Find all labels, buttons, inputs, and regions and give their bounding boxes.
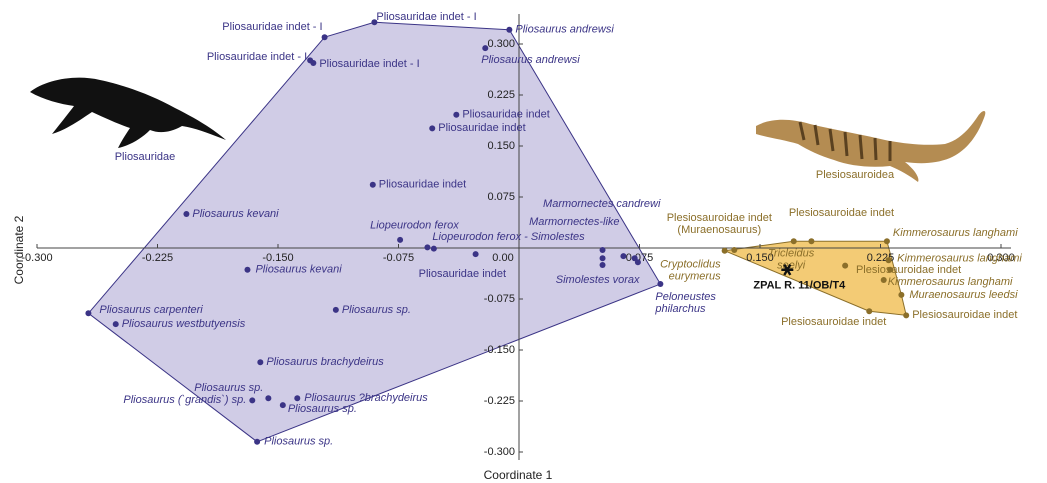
point-label: Plesiosauroidae indet [856, 264, 961, 276]
point-label: Pliosaurus andrewsi [481, 54, 580, 66]
point-label: Kimmerosaurus langhami [897, 253, 1022, 265]
point-label: Pliosaurus andrewsi [515, 24, 614, 36]
point [808, 238, 814, 244]
point-label: Liopeurodon ferox [370, 220, 459, 232]
point [424, 244, 430, 250]
point [903, 312, 909, 318]
point-label: Pliosauridae indet [438, 122, 525, 134]
point [731, 247, 737, 253]
point-label: Pliosauridae indet [462, 109, 549, 121]
y-tick-label: -0.225 [484, 395, 515, 407]
point [429, 125, 435, 131]
y-tick-label: 0.075 [487, 191, 515, 203]
point-label: Pliosaurus ?brachydeirus [304, 392, 428, 404]
point [473, 251, 479, 257]
point-label: Pliosaurus sp. [342, 304, 411, 316]
point [265, 395, 271, 401]
point-label: Kimmerosaurus langhami [888, 276, 1013, 288]
point-label: Pliosauridae indet [379, 179, 466, 191]
point [600, 255, 606, 261]
point [254, 439, 260, 445]
point-label: Pliosaurus (`grandis`) sp. [123, 394, 246, 406]
point-label: Plesiosauroidae indet [789, 207, 894, 219]
point-label: Plesiosauroidae indet [912, 309, 1017, 321]
pliosaur-silhouette [30, 78, 226, 148]
point-label: Simolestes vorax [556, 274, 640, 286]
point [887, 267, 893, 273]
point [657, 281, 663, 287]
x-tick-label: 0.00 [492, 252, 513, 264]
y-tick-label: 0.150 [487, 140, 515, 152]
point [881, 277, 887, 283]
point [294, 395, 300, 401]
group-label: Plesiosauroidea [816, 169, 895, 181]
point-label: Pliosaurus westbutyensis [122, 318, 246, 330]
point-label: Muraenosaurus leedsi [909, 289, 1018, 301]
point [113, 321, 119, 327]
point [310, 60, 316, 66]
point-label: Pliosaurus sp. [288, 403, 357, 415]
point [244, 267, 250, 273]
point-label: Pliosaurus kevani [255, 264, 342, 276]
x-tick-label: -0.225 [142, 252, 173, 264]
point [482, 45, 488, 51]
point [453, 112, 459, 118]
y-tick-label: -0.150 [484, 344, 515, 356]
point-label: Pliosauridae indet [419, 268, 506, 280]
point [600, 262, 606, 268]
x-tick-label: -0.075 [383, 252, 414, 264]
point [842, 263, 848, 269]
point [431, 246, 437, 252]
point [397, 237, 403, 243]
point [280, 402, 286, 408]
chart: -0.300 -0.225 -0.150 -0.075 0.00 0.075 0.150 0.… [0, 0, 1047, 483]
point [322, 34, 328, 40]
point-label: Marmornectes candrewi [543, 198, 661, 210]
point-label: Pliosaurus brachydeirus [266, 356, 384, 368]
specimen-label: ZPAL R. 11/OB/T4 [753, 280, 846, 292]
y-tick-label: -0.300 [484, 446, 515, 458]
group-label: Pliosauridae [115, 151, 176, 163]
point-label: Pliosaurus kevani [192, 208, 279, 220]
point [791, 238, 797, 244]
y-axis-title: Coordinate 2 [12, 215, 26, 284]
point-label: Pliosauridae indet - I [207, 51, 307, 63]
x-axis-title: Coordinate 1 [484, 468, 553, 482]
point [370, 182, 376, 188]
point-label: Marmornectes-like [529, 216, 619, 228]
point [884, 238, 890, 244]
point [600, 247, 606, 253]
point-label: Plesiosauroidae indet(Muraenosaurus) [667, 212, 772, 236]
point-label: Plesiosauroidae indet [781, 316, 886, 328]
point [257, 359, 263, 365]
point [722, 248, 728, 254]
point [886, 257, 892, 263]
point-label: Kimmerosaurus langhami [893, 227, 1018, 239]
point [85, 310, 91, 316]
point-label: Pliosaurus carpenteri [99, 304, 203, 316]
point-label: Liopeurodon ferox - Simolestes [432, 231, 585, 243]
point [183, 211, 189, 217]
point [506, 27, 512, 33]
y-tick-label: -0.075 [484, 293, 515, 305]
y-tick-label: 0.225 [487, 89, 515, 101]
x-tick-label: -0.150 [262, 252, 293, 264]
point-label: Pliosauridae indet - I [222, 21, 322, 33]
point-label: Pliosauridae indet - I [376, 11, 476, 23]
point-label: Pliosauridae indet - I [319, 58, 419, 70]
point-label: Pliosaurus sp. [194, 382, 263, 394]
point [635, 259, 641, 265]
point [249, 397, 255, 403]
point [620, 253, 626, 259]
y-tick-label: 0.300 [487, 38, 515, 50]
point [866, 308, 872, 314]
point [898, 292, 904, 298]
point [333, 307, 339, 313]
point-label: Pliosaurus sp. [264, 436, 333, 448]
